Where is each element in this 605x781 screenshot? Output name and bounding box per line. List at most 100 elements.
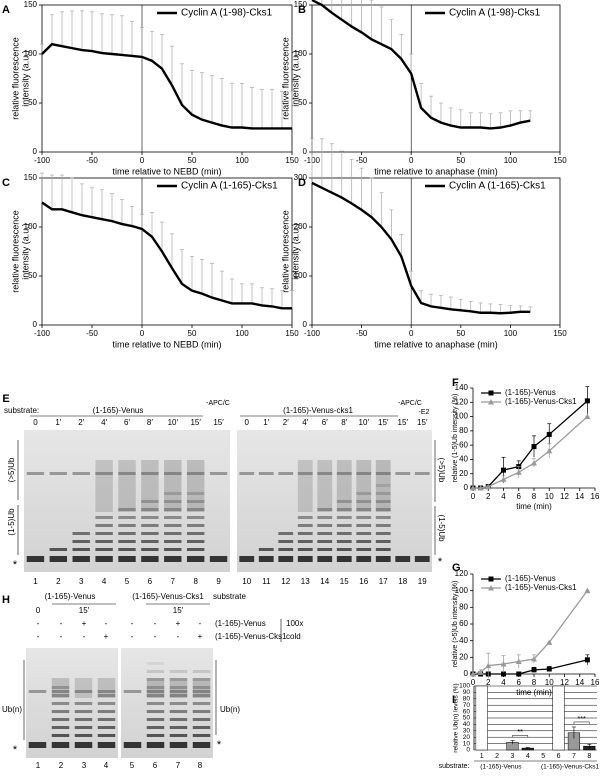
y-tick-label: 50 xyxy=(298,98,307,107)
side-label: * xyxy=(438,556,443,568)
lane-number: 19 xyxy=(418,577,427,586)
legend-marker xyxy=(488,390,494,396)
gel-band xyxy=(164,540,182,543)
x-tick-label: 0 xyxy=(409,329,414,338)
gel-band xyxy=(192,686,211,689)
y-axis-title: intensity (a.u.) xyxy=(290,50,300,107)
data-point xyxy=(546,666,552,672)
data-point xyxy=(531,656,537,662)
gel-band xyxy=(356,540,372,543)
panel-label: I xyxy=(452,694,455,706)
y-tick-label: 140 xyxy=(455,383,469,392)
gel-band xyxy=(74,690,93,693)
y-axis-title: intensity (a.u.) xyxy=(20,223,30,280)
lane-number: 16 xyxy=(359,577,368,586)
y-axis-title: relative fluorescence xyxy=(10,37,20,120)
data-point xyxy=(531,444,537,450)
y-tick-label: 20 xyxy=(459,469,468,478)
x-tick-label: 100 xyxy=(504,156,518,165)
x-tick-label: 100 xyxy=(235,156,249,165)
y-tick-label: 100 xyxy=(459,683,470,690)
legend-label: Cyclin A (1-98)-Cks1 xyxy=(181,8,273,19)
y-tick-label: 120 xyxy=(455,569,469,578)
gel-band xyxy=(74,702,93,705)
gel-band xyxy=(192,690,211,693)
gel-band xyxy=(123,690,142,693)
gel-band xyxy=(49,548,68,551)
x-tick-label: 5 xyxy=(541,753,545,760)
y-axis-title: relative (>5)Ub intensity (%) xyxy=(452,581,459,668)
gel-band xyxy=(186,508,205,511)
lane-number: 15 xyxy=(340,577,349,586)
significance: *** xyxy=(578,716,586,723)
gel-band xyxy=(49,472,68,475)
y-tick-label: 70 xyxy=(463,702,471,709)
gel-band xyxy=(317,516,333,519)
gel-band xyxy=(317,472,333,475)
gel-band xyxy=(375,508,391,511)
gel-band xyxy=(146,690,165,693)
condition-sign: + xyxy=(176,619,181,628)
gel-band xyxy=(95,540,113,543)
significance-bracket xyxy=(573,721,590,724)
x-axis-title: time relative to anaphase (min) xyxy=(374,339,498,349)
gel-band xyxy=(375,492,391,495)
gel-band xyxy=(317,556,333,562)
gel-band xyxy=(146,686,165,689)
x-tick-label: -100 xyxy=(34,156,51,165)
time-label: 15′ xyxy=(417,418,428,427)
gel-band xyxy=(336,508,352,511)
y-tick-label: 0 xyxy=(303,320,308,329)
group-label: (1-165)-Venus-cks1 xyxy=(283,406,353,415)
condition-sign: - xyxy=(37,619,40,628)
condition-sign: - xyxy=(177,632,180,641)
legend-label: (1-165)-Venus xyxy=(505,388,556,397)
control-label: -E2 xyxy=(419,409,430,416)
x-tick-label: 14 xyxy=(575,492,584,501)
x-tick-label: -50 xyxy=(356,329,368,338)
x-tick-label: 50 xyxy=(456,329,465,338)
gel-band xyxy=(118,524,136,527)
gel-band xyxy=(356,524,372,527)
time-label: 0 xyxy=(33,418,38,427)
plot-frame xyxy=(311,177,561,326)
gel-band xyxy=(141,500,159,503)
time-label: 1′ xyxy=(55,418,61,427)
gel-band xyxy=(336,524,352,527)
legend-label: Cyclin A (1-165)-Cks1 xyxy=(181,181,278,192)
gel-band xyxy=(356,500,372,503)
gel-smear xyxy=(336,460,352,512)
y-tick-label: 0 xyxy=(464,483,469,492)
gel-smear xyxy=(51,678,70,698)
gel-band xyxy=(192,742,211,748)
gel-band xyxy=(356,492,372,495)
lane-number: 4 xyxy=(102,577,107,586)
x-tick-label: 6 xyxy=(517,678,522,687)
competitor-label: (1-165)-Venus xyxy=(215,619,266,628)
y-axis-title: intensity (a.u.) xyxy=(290,223,300,280)
gel-band xyxy=(95,532,113,535)
series-line xyxy=(472,590,588,675)
lane-number: 11 xyxy=(262,577,271,586)
gel-band xyxy=(169,690,188,693)
x-tick-label: -50 xyxy=(356,156,368,165)
gel-band xyxy=(186,472,205,475)
gel-band xyxy=(28,742,47,748)
x-axis-title: time relative to anaphase (min) xyxy=(374,166,498,176)
x-axis-title: time (min) xyxy=(516,502,552,511)
data-point xyxy=(584,657,590,663)
gel-smear xyxy=(164,460,182,512)
gel-band xyxy=(95,524,113,527)
gel-band xyxy=(164,532,182,535)
gel-band xyxy=(74,710,93,713)
time-label: 0 xyxy=(245,418,250,427)
gel-band xyxy=(297,472,313,475)
gel-band xyxy=(169,702,188,705)
y-tick-label: 60 xyxy=(459,440,468,449)
x-tick-label: 0 xyxy=(409,156,414,165)
gel-band xyxy=(169,694,188,697)
gel-smear xyxy=(146,678,165,698)
gel-smear xyxy=(95,460,113,512)
gel-band xyxy=(95,472,113,475)
plot-frame xyxy=(41,177,293,326)
